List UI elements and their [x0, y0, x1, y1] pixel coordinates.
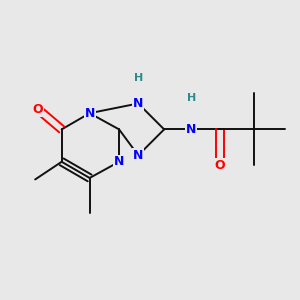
Text: N: N	[85, 107, 95, 120]
Text: N: N	[186, 123, 196, 136]
Text: N: N	[114, 155, 124, 168]
Text: O: O	[33, 103, 44, 116]
Text: H: H	[187, 93, 196, 103]
Text: N: N	[133, 97, 143, 110]
Text: H: H	[134, 73, 143, 83]
Text: O: O	[215, 159, 225, 172]
Text: N: N	[133, 149, 143, 162]
